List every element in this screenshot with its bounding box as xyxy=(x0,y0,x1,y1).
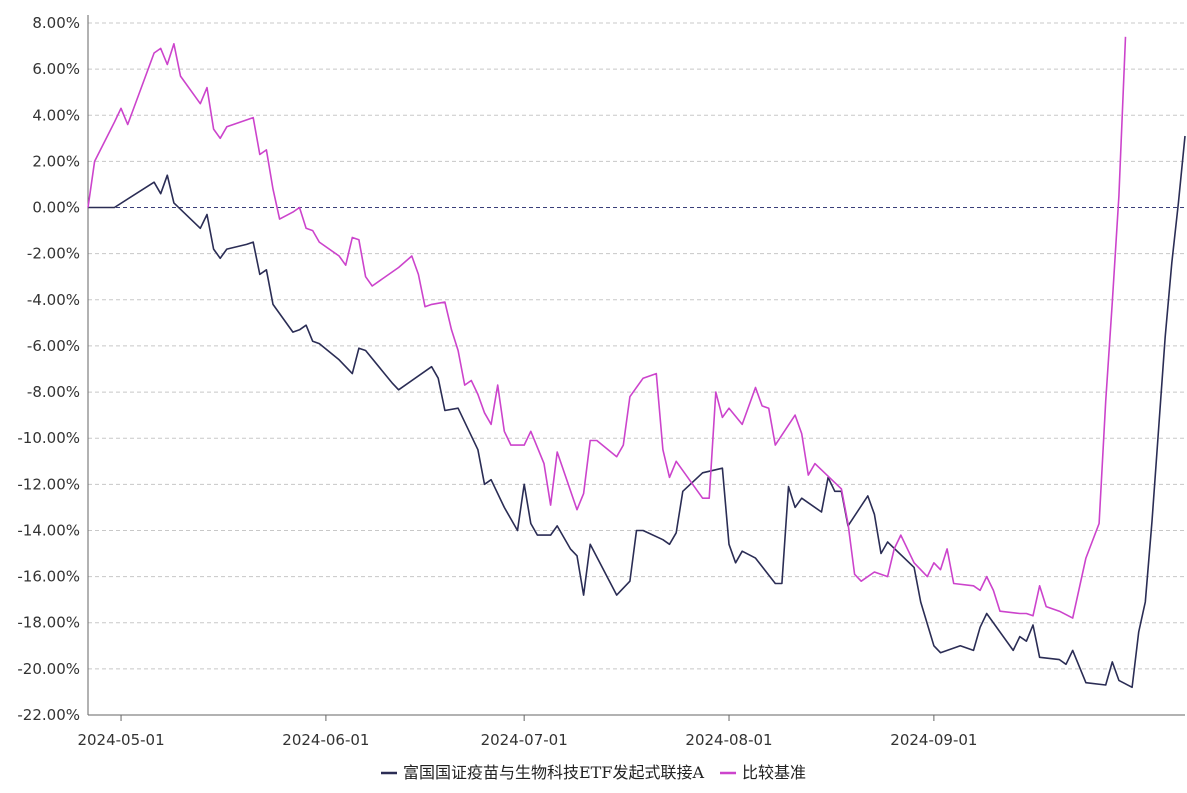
series-line-2 xyxy=(87,36,1127,619)
y-tick-label: -2.00% xyxy=(27,245,80,263)
y-tick-label: 6.00% xyxy=(32,60,80,78)
y-tick-label: 2.00% xyxy=(32,152,80,170)
x-tick-label: 2024-08-01 xyxy=(685,731,772,749)
series-line-1 xyxy=(88,135,1186,689)
series-lines xyxy=(87,36,1186,689)
legend-item-2: 比较基准 xyxy=(720,763,806,782)
axes: 8.00% 6.00% 4.00% 2.00% 0.00% -2.00% -4.00% -6.… xyxy=(17,14,1185,749)
grid-lines xyxy=(88,22,1185,670)
y-tick-label: -4.00% xyxy=(27,291,80,309)
y-tick-label: -14.00% xyxy=(17,521,80,539)
y-tick-label: -22.00% xyxy=(17,706,80,724)
y-tick-label: -20.00% xyxy=(17,660,80,678)
y-tick-label: -16.00% xyxy=(17,568,80,586)
x-tick-label: 2024-09-01 xyxy=(890,731,977,749)
legend-label: 富国国证疫苗与生物科技ETF发起式联接A xyxy=(403,763,704,782)
x-tick-label: 2024-06-01 xyxy=(282,731,369,749)
y-tick-label: 4.00% xyxy=(32,106,80,124)
y-tick-label: -18.00% xyxy=(17,614,80,632)
legend-item-1: 富国国证疫苗与生物科技ETF发起式联接A xyxy=(381,763,704,782)
y-tick-label: -12.00% xyxy=(17,475,80,493)
x-tick-label: 2024-05-01 xyxy=(77,731,164,749)
legend: 富国国证疫苗与生物科技ETF发起式联接A 比较基准 xyxy=(381,763,806,782)
y-tick-label: -8.00% xyxy=(27,383,80,401)
x-tick-label: 2024-07-01 xyxy=(481,731,568,749)
y-tick-label: -6.00% xyxy=(27,337,80,355)
y-tick-label: 8.00% xyxy=(32,14,80,32)
y-tick-label: -10.00% xyxy=(17,429,80,447)
y-tick-label: 0.00% xyxy=(32,199,80,217)
legend-label: 比较基准 xyxy=(742,763,806,782)
